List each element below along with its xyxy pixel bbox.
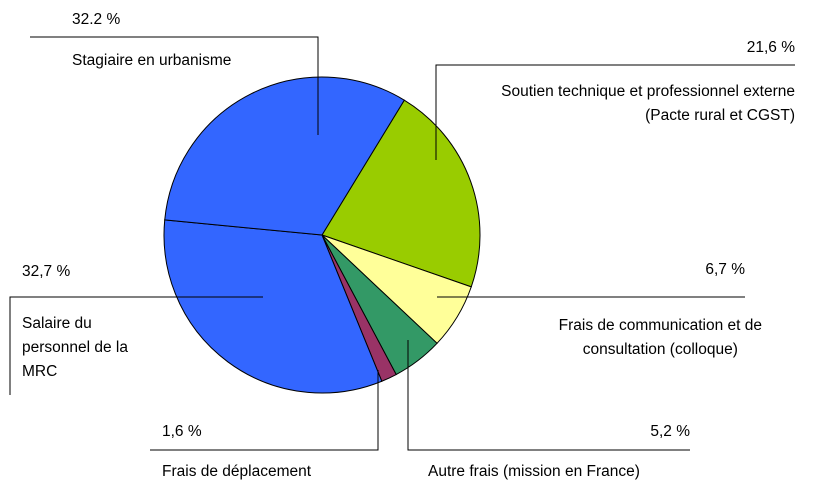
leader-line — [9, 296, 263, 395]
pie-slice — [164, 76, 406, 236]
pie-slice — [163, 219, 383, 394]
category-label: Frais de déplacement — [162, 463, 312, 480]
leader-line — [407, 340, 690, 451]
value-label: 1,6 % — [162, 423, 202, 440]
leader-line — [30, 36, 319, 135]
value-label: 32,7 % — [22, 263, 71, 280]
value-label: 21,6 % — [746, 39, 795, 56]
leader-line — [150, 370, 379, 451]
value-label: 6,7 % — [705, 261, 745, 278]
value-label: 5,2 % — [650, 423, 690, 440]
category-label: Stagiaire en urbanisme — [72, 52, 232, 69]
category-label: Salaire du personnel de la MRC — [22, 315, 128, 380]
category-label: Frais de communication et de consultatio… — [558, 317, 762, 358]
value-label: 32.2 % — [72, 11, 121, 28]
category-label: Autre frais (mission en France) — [428, 463, 640, 480]
category-label: Soutien technique et professionnel exter… — [501, 83, 795, 124]
leader-line — [435, 64, 795, 160]
pie-slice — [321, 99, 481, 288]
